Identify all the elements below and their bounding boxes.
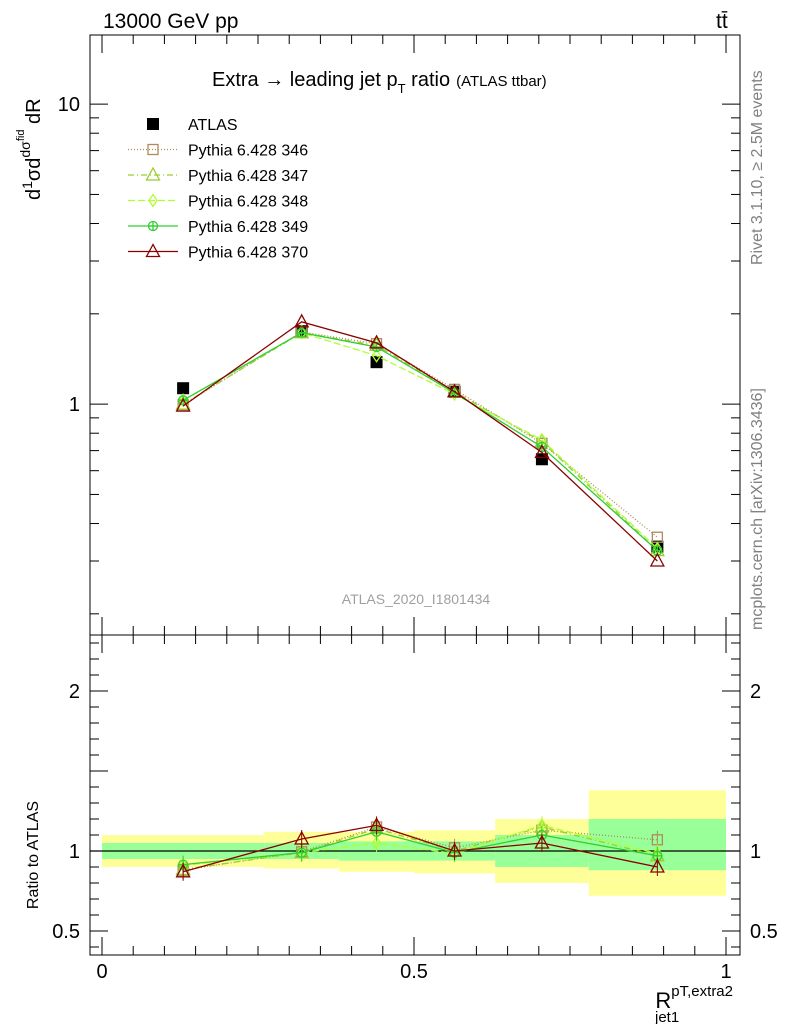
main-point-5-0 <box>175 397 191 412</box>
rivet-label: Rivet 3.1.10, ≥ 2.5M events <box>749 70 766 265</box>
main-ylabel: d1σddσfid dR <box>15 98 45 200</box>
legend-label-5: Pythia 6.428 370 <box>188 245 308 262</box>
analysis-watermark: ATLAS_2020_I1801434 <box>342 591 491 607</box>
legend-marker-1 <box>147 143 159 156</box>
ratio-point-4-5 <box>649 858 665 873</box>
main-title: Extra → leading jet pT ratio (ATLAS ttbar… <box>212 69 547 96</box>
legend-marker-4 <box>147 220 159 232</box>
ratio-point-3-1 <box>296 847 307 858</box>
ratio-ytick-label-right-2: 2 <box>750 681 761 703</box>
main-series-line-1 <box>182 331 658 538</box>
legend-marker-5 <box>145 243 161 258</box>
ratio-series-line-4 <box>182 824 658 873</box>
main-point-3-2 <box>371 348 382 363</box>
ratio-ytick-label-right-1: 1 <box>750 841 761 863</box>
ratio-ytick-label-left-2: 2 <box>69 681 80 703</box>
legend-label-4: Pythia 6.428 349 <box>188 219 308 236</box>
legend-marker-2 <box>145 166 161 181</box>
legend-label-0: ATLAS <box>188 117 238 134</box>
ratio-point-4-1 <box>294 830 310 845</box>
ratio-point-4-4 <box>534 834 550 849</box>
ratio-series-line-2 <box>183 824 658 867</box>
legend-marker-0 <box>147 118 159 130</box>
energy-label: 13000 GeV pp <box>103 10 238 33</box>
ratio-plot <box>90 790 740 896</box>
axes: 1 10 0.5 0.5 1 1 2 2 0 0.5 1 <box>52 35 778 983</box>
main-point-0-4 <box>535 453 548 466</box>
ratio-point-4-0 <box>175 863 191 878</box>
main-point-4-1 <box>296 327 307 338</box>
main-point-4-4 <box>536 441 548 453</box>
legend-label-1: Pythia 6.428 346 <box>188 143 308 160</box>
main-plot <box>175 313 665 567</box>
main-ytick-label-0: 1 <box>69 394 80 416</box>
main-point-5-4 <box>534 444 550 459</box>
ratio-series-line-3 <box>183 831 658 866</box>
main-series-line-5 <box>182 321 658 562</box>
main-point-5-3 <box>446 383 463 398</box>
ratio-point-2-2 <box>371 835 382 851</box>
ratio-series-line-1 <box>183 826 658 871</box>
ratio-ytick-label-left-0: 0.5 <box>52 921 80 943</box>
legend: ATLAS Pythia 6.428 346 Pythia 6.428 347 Pyt… <box>128 117 308 262</box>
source-label: mcplots.cern.ch [arXiv:1306.3436] <box>749 388 766 630</box>
main-point-3-1 <box>296 325 307 340</box>
ratio-point-4-2 <box>368 817 385 832</box>
main-point-3-3 <box>449 386 460 402</box>
main-series-line-4 <box>182 332 658 552</box>
main-series-line-3 <box>182 332 658 550</box>
legend-marker-3 <box>148 193 158 208</box>
x-axis-label: RpT,extra2 jet1 <box>654 983 733 1024</box>
main-ytick-label-1: 10 <box>58 94 80 116</box>
x-tick-label-2: 1 <box>720 961 731 983</box>
main-point-5-5 <box>649 552 665 567</box>
main-point-5-2 <box>368 334 385 349</box>
main-point-0-0 <box>177 382 190 395</box>
ratio-ytick-label-left-1: 1 <box>69 841 80 863</box>
legend-label-3: Pythia 6.428 348 <box>188 194 308 211</box>
ratio-ylabel: Ratio to ATLAS <box>25 801 42 909</box>
main-point-5-1 <box>294 313 310 328</box>
ratio-frame <box>89 634 741 956</box>
process-label: tt̄ <box>716 10 728 33</box>
main-point-4-2 <box>371 341 382 353</box>
ratio-ytick-label-right-0: 0.5 <box>750 921 778 943</box>
ratio-point-4-3 <box>446 842 463 857</box>
x-tick-label-0: 0 <box>96 961 107 983</box>
legend-label-2: Pythia 6.428 347 <box>188 168 308 185</box>
main-series-line-2 <box>182 332 658 552</box>
x-tick-label-1: 0.5 <box>400 961 428 983</box>
